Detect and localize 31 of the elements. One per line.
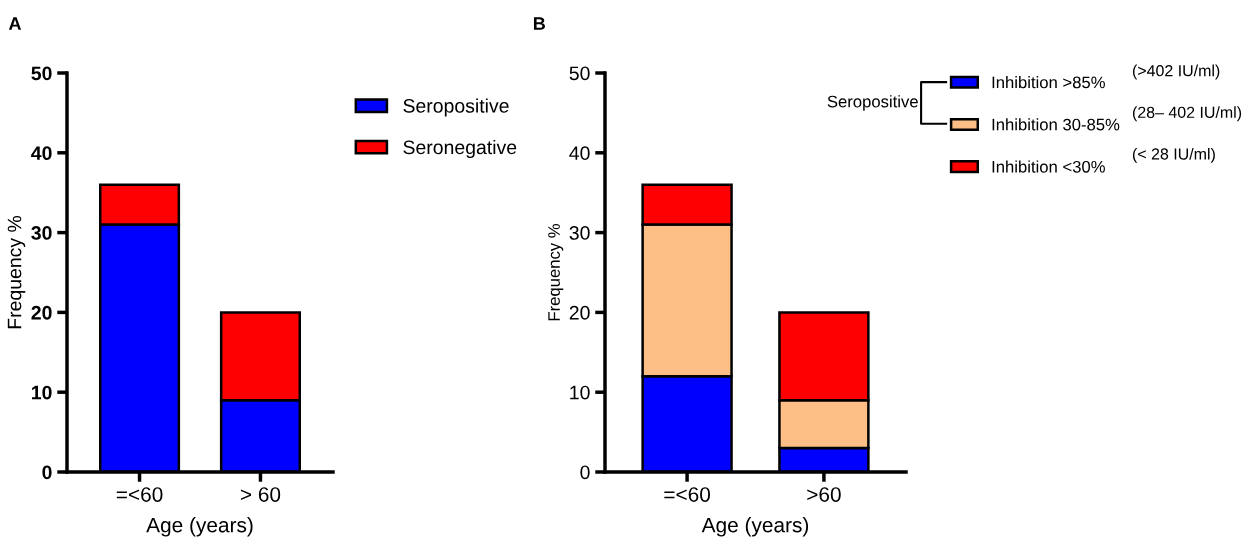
x-tick-label: =<60 bbox=[116, 487, 163, 502]
y-tick-label: 10 bbox=[32, 385, 52, 400]
chart-title: A bbox=[8, 17, 22, 30]
text: (>402 IU/ml) bbox=[1132, 64, 1220, 80]
y-tick-label: 0 bbox=[42, 465, 52, 480]
y-tick-label: 0 bbox=[580, 465, 590, 480]
y-tick-label: 20 bbox=[569, 305, 590, 320]
y-tick-label: 50 bbox=[31, 66, 52, 81]
x-tick-label: =<60 bbox=[664, 487, 711, 502]
x-axis-title: Age (years) bbox=[146, 517, 253, 537]
legend-label: Seropositive bbox=[403, 98, 509, 117]
y-tick-label: 30 bbox=[31, 226, 52, 240]
legend-label: Inhibition <30% bbox=[992, 160, 1105, 173]
y-tick-label: 10 bbox=[570, 385, 590, 400]
y-tick-label: 30 bbox=[569, 226, 590, 240]
text: (< 28 IU/ml) bbox=[1132, 147, 1215, 163]
y-tick-label: 50 bbox=[569, 66, 590, 81]
legend-label: Inhibition 30-85% bbox=[992, 118, 1120, 131]
y-tick-label: 40 bbox=[569, 146, 590, 161]
x-tick-label: >60 bbox=[807, 487, 841, 502]
annotation: Seropositive bbox=[827, 95, 918, 111]
legend-label: Seronegative bbox=[403, 139, 517, 159]
text: (28– 402 IU/ml) bbox=[1132, 106, 1242, 122]
legend-label: Inhibition >85% bbox=[992, 76, 1105, 89]
chart-title: B bbox=[533, 17, 545, 30]
y-tick-label: 40 bbox=[31, 146, 52, 161]
x-axis-title: Age (years) bbox=[701, 517, 809, 537]
y-tick-label: 20 bbox=[31, 305, 52, 320]
x-tick-label: > 60 bbox=[240, 487, 281, 502]
y-axis-title: Frequency % bbox=[7, 215, 26, 329]
y-axis-title: Frequency % bbox=[548, 223, 564, 321]
